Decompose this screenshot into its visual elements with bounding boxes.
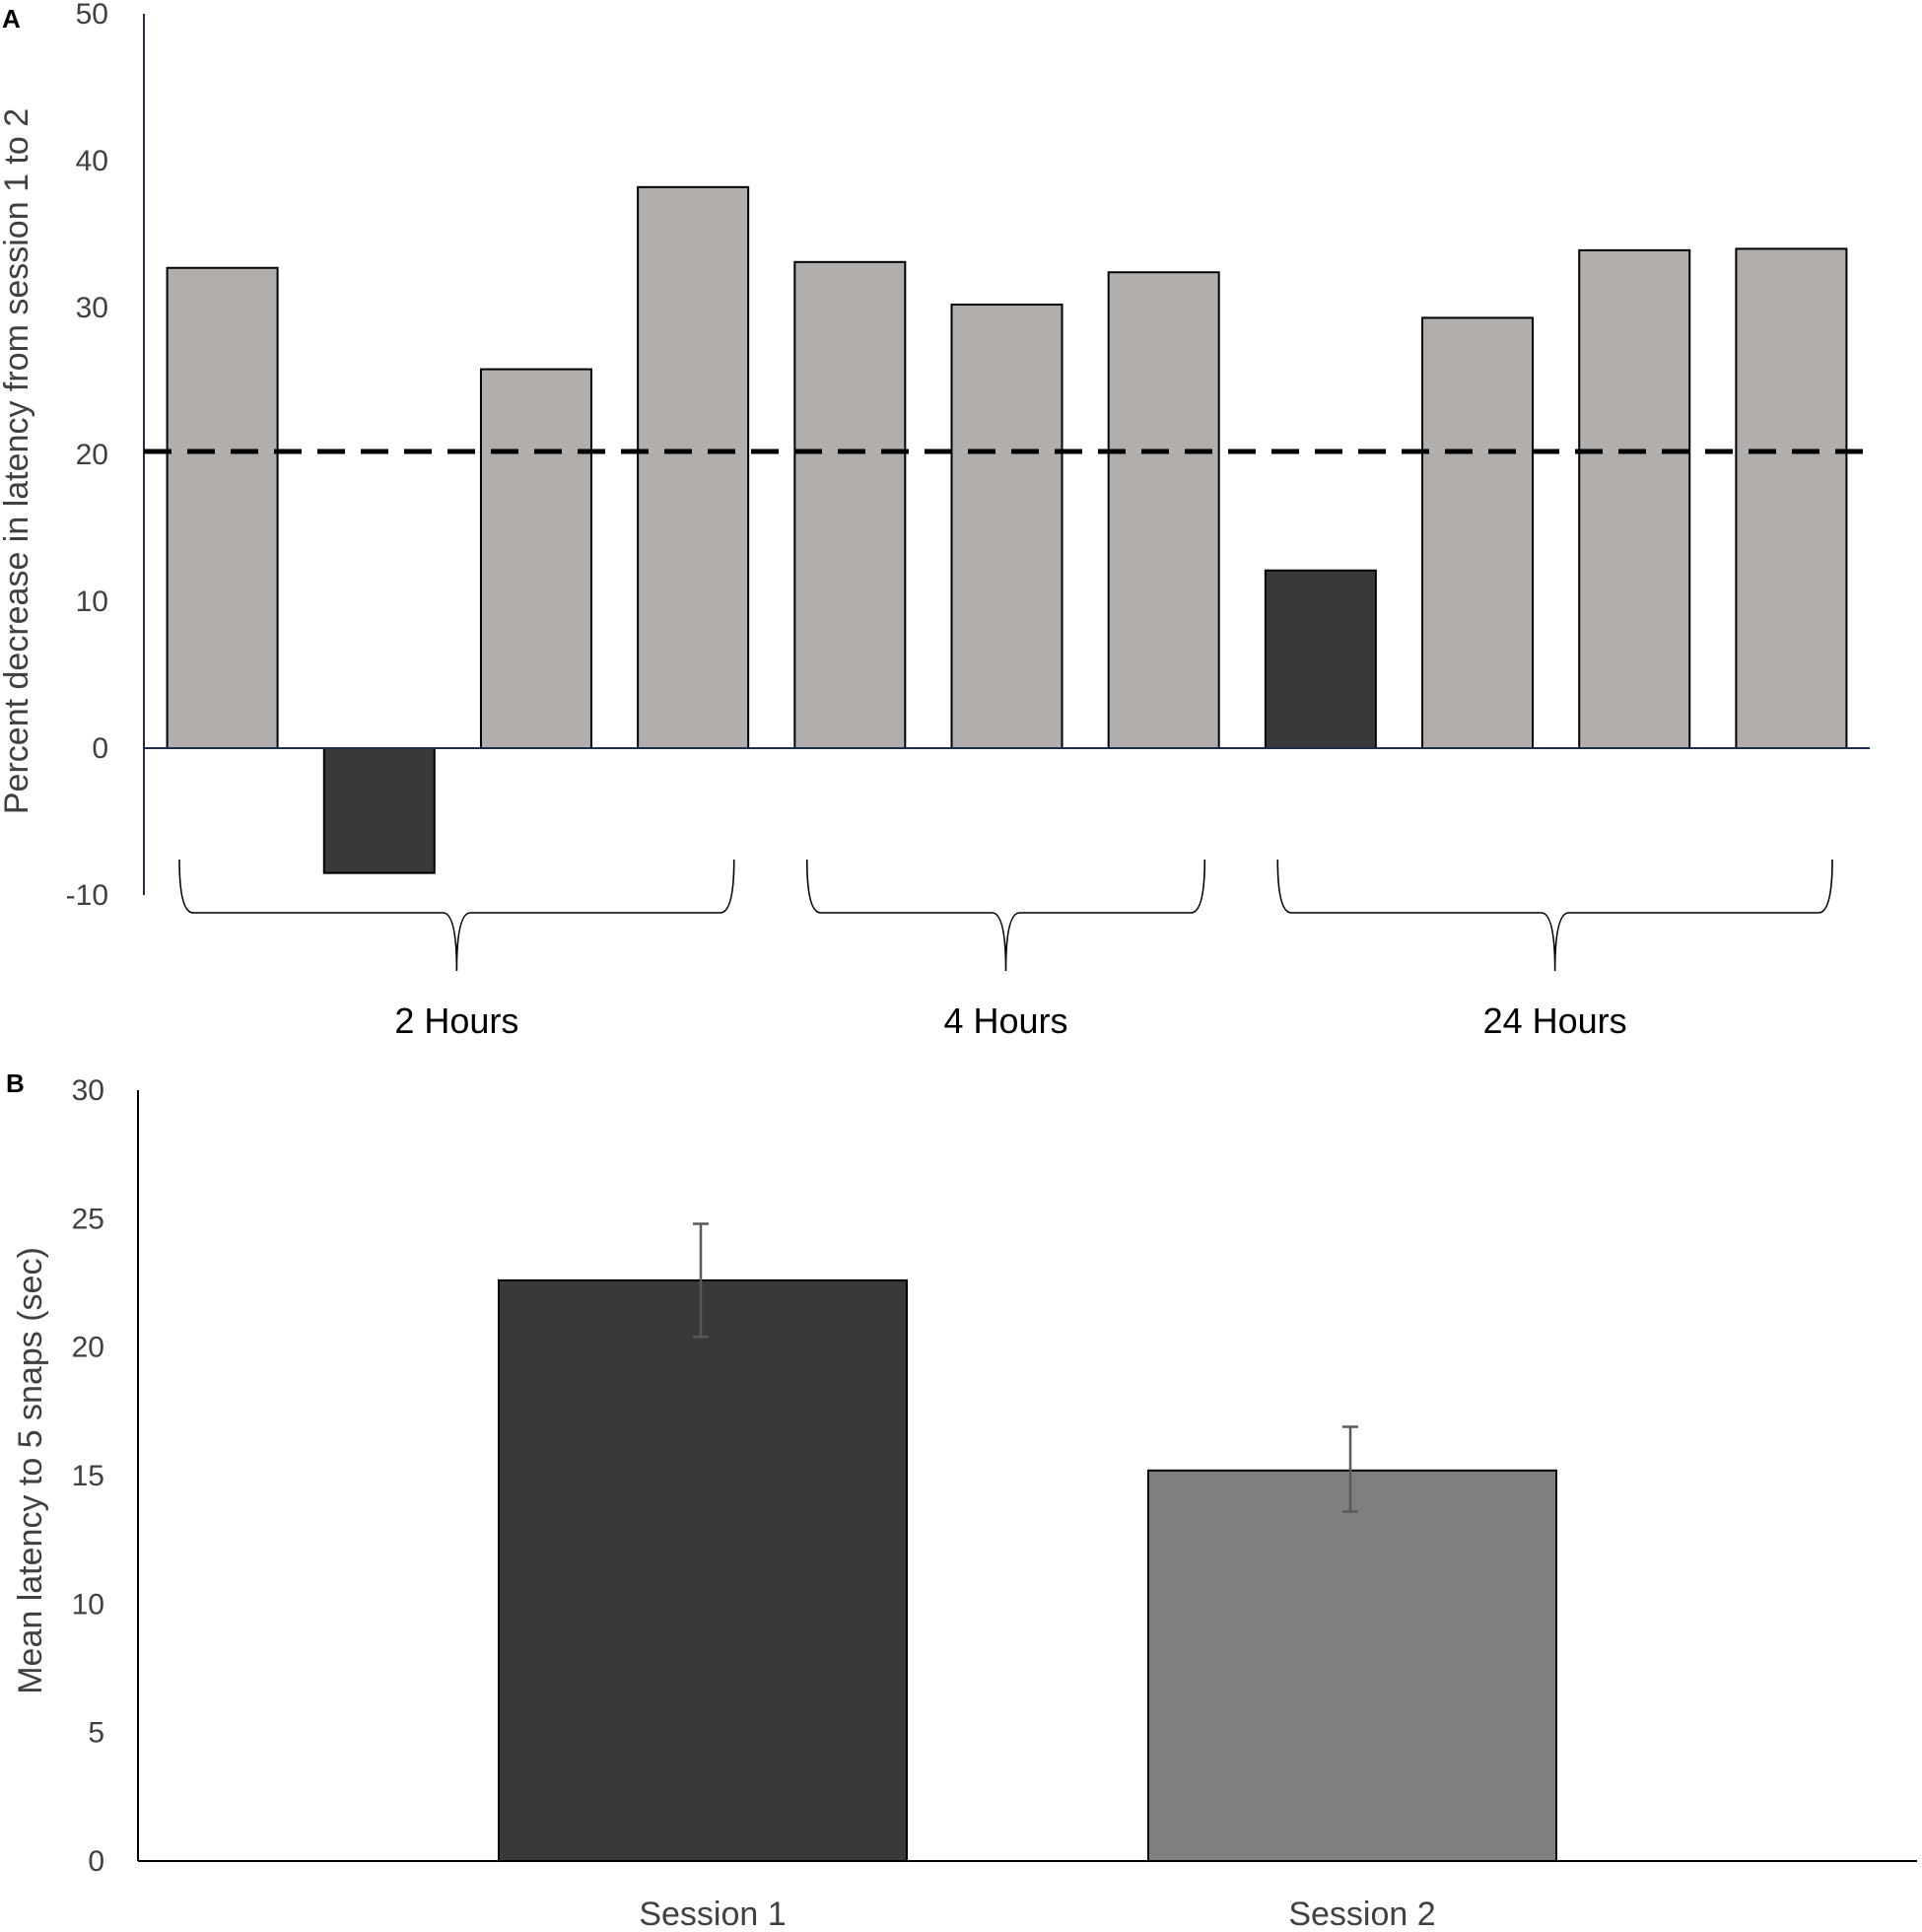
panel-b-y-tick-label: 0 [88,1845,104,1878]
panel-b-y-tick-label: 10 [72,1588,104,1621]
panel-b-y-tick-label: 30 [72,1074,104,1107]
panel-b-bar [1147,1469,1557,1862]
panel-a-y-ticks: 50 40 30 20 10 0 -10 [66,0,108,912]
panel-b: B Mean latency to 5 snaps (sec) 30 25 20 15… [6,1069,1917,1932]
panel-a: A Percent decrease in latency from sessi… [0,0,1870,1041]
panel-b-category-labels: Session 1 Session 2 [639,1896,1435,1932]
panel-a-group-brace [805,859,1206,972]
panel-a-y-tick-label: 50 [76,0,108,31]
panel-b-y-ticks: 30 25 20 15 10 5 0 [72,1074,104,1878]
panel-a-y-tick-label: -10 [66,879,108,912]
panel-b-bars [498,1222,1557,1862]
panel-b-y-tick-label: 5 [88,1717,104,1750]
panel-a-y-axis-title: Percent decrease in latency from session… [0,108,35,814]
panel-a-bar [950,304,1064,749]
panel-b-y-axis-title: Mean latency to 5 snaps (sec) [12,1247,49,1694]
panel-a-bars [166,185,1848,874]
panel-a-bar [1735,247,1848,749]
panel-a-bar [166,266,279,749]
panel-a-group-label: 2 Hours [394,1000,518,1041]
panel-a-bar [1578,248,1691,749]
panel-a-bar [322,747,436,874]
panel-a-group-label: 4 Hours [943,1000,1067,1041]
panel-a-group-brace [1276,859,1833,972]
panel-a-group-brace [178,859,735,972]
panel-a-bar [793,260,907,749]
panel-a-groups: 2 Hours 4 Hours 24 Hours [178,859,1833,1041]
panel-a-letter: A [2,4,21,34]
panel-a-y-tick-label: 0 [92,732,108,765]
panel-a-bar [637,185,750,749]
panel-b-y-tick-label: 15 [72,1460,104,1492]
panel-a-bar [1264,569,1377,750]
panel-a-y-tick-label: 30 [76,292,108,324]
panel-a-y-tick-label: 40 [76,145,108,177]
panel-a-bar [1107,271,1220,749]
panel-b-letter: B [6,1069,25,1098]
panel-a-bar [1421,316,1535,749]
panel-b-bar [498,1278,908,1862]
panel-b-category-label: Session 1 [639,1896,786,1932]
panel-a-y-tick-label: 10 [76,586,108,618]
panel-b-y-tick-label: 25 [72,1203,104,1235]
panel-a-group-label: 24 Hours [1483,1000,1627,1041]
panel-a-y-tick-label: 20 [76,439,108,471]
panel-b-category-label: Session 2 [1288,1896,1435,1932]
panel-b-y-tick-label: 20 [72,1332,104,1364]
panel-a-bar [479,368,592,749]
